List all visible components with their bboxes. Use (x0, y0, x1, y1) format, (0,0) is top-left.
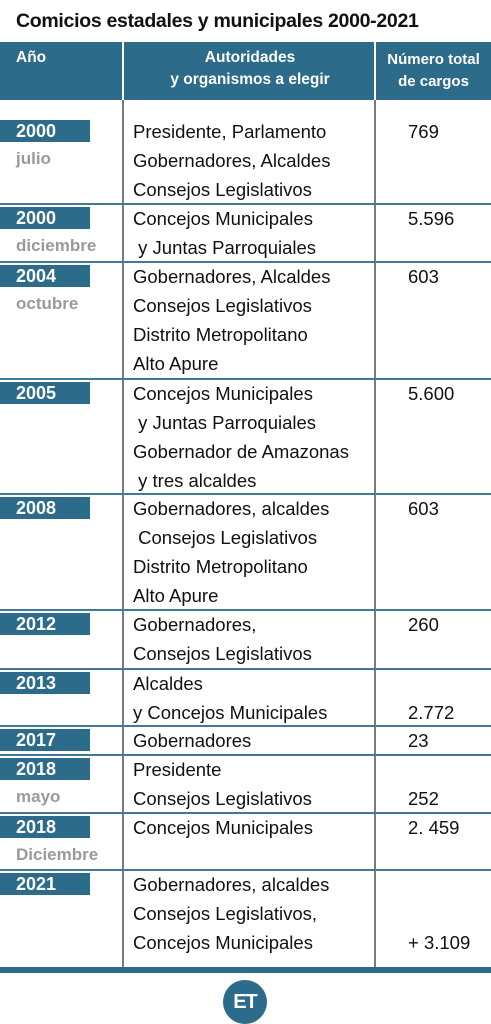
row-separator (0, 812, 491, 814)
year-label: 2021 (0, 873, 90, 895)
authority-line: y Juntas Parroquiales (133, 412, 317, 433)
row-separator (0, 493, 491, 495)
et-logo: ET (223, 980, 267, 1024)
year-label: 2012 (0, 613, 90, 635)
authority-line: Presidente (133, 759, 222, 780)
authority-line: Gobernadores, Alcaldes (133, 150, 331, 171)
column-divider (374, 100, 376, 968)
authority-line: Gobernadores, (133, 614, 257, 635)
year-label: 2018 (0, 816, 90, 838)
total-cell: 2.772 (408, 702, 455, 723)
year-label: 2000 (0, 120, 90, 142)
row-separator (0, 378, 491, 380)
header-total: Número total de cargos (376, 42, 491, 100)
authorities-cell: Gobernadores, Alcaldes Consejos Legislati… (133, 262, 377, 378)
year-label: 2005 (0, 382, 90, 404)
row-separator (0, 754, 491, 756)
authorities-cell: Gobernadores, Consejos Legislativos (133, 610, 377, 668)
authority-line: Consejos Legislativos, (133, 903, 318, 924)
month-label: octubre (16, 294, 79, 313)
year-label: 2017 (0, 729, 90, 751)
authority-line: Consejos Legislativos (133, 643, 312, 664)
authority-line: Consejos Legislativos (133, 527, 318, 548)
row-separator (0, 668, 491, 670)
row-separator (0, 725, 491, 727)
total-cell: 5.596 (408, 208, 455, 229)
authority-line: Gobernadores (133, 730, 252, 751)
year-label: 2013 (0, 672, 90, 694)
authority-line: Gobernadores, alcaldes (133, 498, 330, 519)
column-divider (122, 100, 124, 968)
authority-line: Alto Apure (133, 585, 219, 606)
header-divider (374, 42, 376, 100)
authority-line: Distrito Metropolitano (133, 324, 308, 345)
authorities-cell: Gobernadores (133, 726, 377, 755)
authorities-cell: Gobernadores, alcaldes Consejos Legislati… (133, 870, 377, 957)
total-cell: 252 (408, 788, 439, 809)
header-authorities-line1: Autoridades (204, 49, 296, 66)
header-total-line1: Número total (387, 51, 480, 68)
authority-line: Gobernadores, Alcaldes (133, 266, 331, 287)
year-label: 2000 (0, 207, 90, 229)
total-cell: + 3.109 (408, 932, 471, 953)
authorities-cell: Concejos Municipales (133, 813, 377, 842)
header-year: Año (16, 49, 47, 66)
authorities-cell: Presidente, Parlamento Gobernadores, Alca… (133, 117, 377, 204)
authorities-cell: Alcaldes y Concejos Municipales (133, 669, 377, 727)
authority-line: Distrito Metropolitano (133, 556, 308, 577)
month-label: Diciembre (16, 845, 99, 864)
bottom-bar (0, 967, 491, 973)
page-title: Comicios estadales y municipales 2000-20… (16, 10, 419, 32)
total-cell: 5.600 (408, 383, 455, 404)
row-separator (0, 609, 491, 611)
authority-line: Consejos Legislativos (133, 179, 312, 200)
authority-line: Gobernador de Amazonas (133, 441, 349, 462)
year-label: 2004 (0, 265, 90, 287)
authority-line: y tres alcaldes (133, 470, 257, 491)
authority-line: Alcaldes (133, 673, 203, 694)
authority-line: Concejos Municipales (133, 383, 313, 404)
authorities-cell: Concejos Municipales y Juntas Parroquial… (133, 204, 377, 262)
total-cell: 2. 459 (408, 817, 460, 838)
year-label: 2018 (0, 758, 90, 780)
authority-line: Alto Apure (133, 353, 219, 374)
authorities-cell: Gobernadores, alcaldes Consejos Legislat… (133, 494, 377, 610)
total-cell: 23 (408, 730, 429, 751)
authority-line: y Juntas Parroquiales (133, 237, 317, 258)
month-label: mayo (16, 787, 61, 806)
authorities-cell: Concejos Municipales y Juntas Parroquial… (133, 379, 377, 495)
table-header: Año Autoridades y organismos a elegir Nú… (0, 42, 491, 100)
authorities-cell: Presidente Consejos Legislativos (133, 755, 377, 813)
header-total-line2: de cargos (398, 73, 469, 90)
authority-line: y Concejos Municipales (133, 702, 328, 723)
row-separator (0, 869, 491, 871)
authority-line: Gobernadores, alcaldes (133, 874, 330, 895)
authority-line: Presidente, Parlamento (133, 121, 327, 142)
authority-line: Concejos Municipales (133, 932, 313, 953)
header-authorities-line2: y organismos a elegir (170, 71, 330, 88)
row-separator (0, 203, 491, 205)
month-label: diciembre (16, 236, 97, 255)
header-authorities: Autoridades y organismos a elegir (126, 42, 374, 100)
total-cell: 260 (408, 614, 439, 635)
authority-line: Consejos Legislativos (133, 295, 312, 316)
total-cell: 603 (408, 266, 439, 287)
header-divider (122, 42, 124, 100)
year-label: 2008 (0, 497, 90, 519)
row-separator (0, 261, 491, 263)
authority-line: Consejos Legislativos (133, 788, 312, 809)
authority-line: Concejos Municipales (133, 208, 313, 229)
total-cell: 603 (408, 498, 439, 519)
month-label: julio (16, 149, 51, 168)
total-cell: 769 (408, 121, 439, 142)
authority-line: Concejos Municipales (133, 817, 313, 838)
